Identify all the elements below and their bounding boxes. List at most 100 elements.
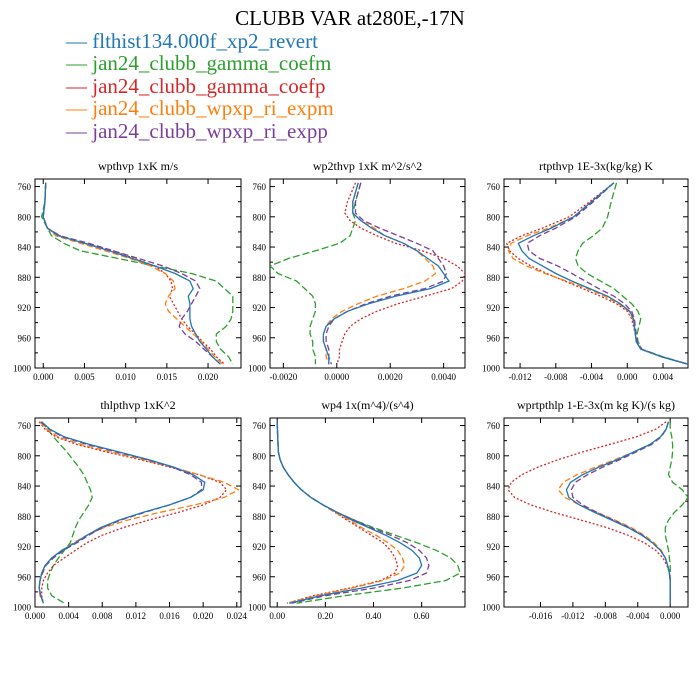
y-tick-label: 1000 xyxy=(13,364,32,374)
series-line-5 xyxy=(325,182,447,365)
series-line-3 xyxy=(38,421,228,604)
x-tick-label: -0.016 xyxy=(529,611,553,621)
series-line-2 xyxy=(574,182,688,365)
y-tick-label: 1000 xyxy=(248,603,267,613)
series-line-4 xyxy=(42,182,224,365)
y-tick-label: 1000 xyxy=(248,364,267,374)
x-tick-label: 0.020 xyxy=(198,372,219,382)
x-tick-label: 0.000 xyxy=(617,372,638,382)
panel-frame xyxy=(503,178,689,369)
panel-frame xyxy=(269,417,466,608)
series-line-4 xyxy=(38,421,240,604)
y-tick-label: 800 xyxy=(18,451,32,461)
series-group xyxy=(270,182,465,365)
x-tick-label: 0.0040 xyxy=(431,372,456,382)
y-tick-label: 760 xyxy=(18,421,32,431)
x-tick-label: -0.0020 xyxy=(269,372,297,382)
x-tick-label: 0.024 xyxy=(227,611,248,621)
series-line-1 xyxy=(276,421,423,604)
y-tick-label: 1000 xyxy=(482,603,501,613)
y-tick-label: 920 xyxy=(18,303,32,313)
series-line-1 xyxy=(38,421,206,604)
panel-title: wp4 1x(m^4)/(s^4) xyxy=(321,398,413,412)
series-line-5 xyxy=(276,421,430,604)
series-line-5 xyxy=(42,182,221,365)
series-line-1 xyxy=(322,182,450,365)
y-tick-label: 840 xyxy=(487,482,501,492)
legend-entry: — jan24_clubb_gamma_coefp xyxy=(66,73,326,98)
panel-title: thlpthvp 1xK^2 xyxy=(100,398,175,412)
series-group xyxy=(507,421,688,604)
legend-entry: — jan24_clubb_wpxp_ri_expm xyxy=(66,96,334,121)
x-tick-label: -0.004 xyxy=(580,372,604,382)
panel-3: rtpthvp 1E-3x(kg/kg) K 760 800 840 880 920 960… xyxy=(482,159,689,382)
x-tick-label: -0.004 xyxy=(626,611,650,621)
y-tick-label: 960 xyxy=(487,333,501,343)
x-tick-label: 0.40 xyxy=(366,611,382,621)
y-tick-label: 760 xyxy=(253,421,267,431)
y-tick-label: 800 xyxy=(253,212,267,222)
series-line-3 xyxy=(276,421,399,604)
y-tick-label: 960 xyxy=(253,572,267,582)
y-tick-label: 760 xyxy=(253,182,267,192)
y-tick-label: 880 xyxy=(487,273,501,283)
y-tick-label: 1000 xyxy=(482,364,501,374)
series-group xyxy=(38,421,240,604)
x-tick-label: 0.20 xyxy=(317,611,333,621)
x-tick-label: 0.004 xyxy=(59,611,80,621)
series-line-3 xyxy=(507,421,671,604)
y-tick-label: 800 xyxy=(253,451,267,461)
x-tick-label: 0.000 xyxy=(660,611,681,621)
x-tick-label: 0.60 xyxy=(414,611,430,621)
x-tick-label: 0.005 xyxy=(74,372,95,382)
panel-frame xyxy=(34,417,242,608)
series-line-1 xyxy=(42,182,221,365)
series-line-2 xyxy=(276,421,461,604)
series-group xyxy=(276,421,461,604)
x-tick-label: 0.0020 xyxy=(378,372,403,382)
y-tick-label: 880 xyxy=(487,512,501,522)
series-line-4 xyxy=(322,182,437,365)
series-line-1 xyxy=(565,421,671,604)
y-tick-label: 760 xyxy=(487,421,501,431)
panel-title: wpthvp 1xK m/s xyxy=(98,159,178,173)
series-line-3 xyxy=(506,182,688,365)
x-tick-label: 0.010 xyxy=(116,372,137,382)
y-tick-label: 840 xyxy=(253,482,267,492)
series-line-2 xyxy=(270,182,362,365)
y-tick-label: 880 xyxy=(253,512,267,522)
series-line-4 xyxy=(557,421,671,604)
x-tick-label: 0.016 xyxy=(159,611,180,621)
y-tick-label: 800 xyxy=(18,212,32,222)
panel-title: wp2thvp 1xK m^2/s^2 xyxy=(313,159,422,173)
y-tick-label: 760 xyxy=(18,182,32,192)
y-tick-label: 960 xyxy=(18,333,32,343)
y-tick-label: 920 xyxy=(487,303,501,313)
y-tick-label: 880 xyxy=(18,273,32,283)
y-tick-label: 800 xyxy=(487,451,501,461)
panel-title: rtpthvp 1E-3x(kg/kg) K xyxy=(539,159,653,173)
y-tick-label: 840 xyxy=(18,243,32,253)
panel-frame xyxy=(503,417,689,608)
y-tick-label: 920 xyxy=(18,542,32,552)
y-tick-label: 840 xyxy=(18,482,32,492)
x-tick-label: 0.015 xyxy=(157,372,178,382)
panel-frame xyxy=(34,178,242,369)
series-group xyxy=(506,182,688,365)
figure-title: CLUBB VAR at280E,-17N xyxy=(235,6,465,30)
y-tick-label: 1000 xyxy=(13,603,32,613)
x-tick-label: 0.012 xyxy=(126,611,146,621)
legend: — flthist134.000f_xp2_revert — jan24_club… xyxy=(66,30,426,142)
x-tick-label: 0.000 xyxy=(33,372,54,382)
legend-entry: — flthist134.000f_xp2_revert xyxy=(66,29,318,53)
series-line-4 xyxy=(507,182,688,365)
panel-4: thlpthvp 1xK^276080084088092096010000.00… xyxy=(13,398,247,621)
y-tick-label: 880 xyxy=(18,512,32,522)
series-line-5 xyxy=(570,421,671,604)
y-tick-label: 920 xyxy=(253,303,267,313)
x-tick-label: -0.012 xyxy=(508,372,531,382)
series-line-2 xyxy=(40,182,234,365)
legend-entry: — jan24_clubb_gamma_coefm xyxy=(66,51,332,76)
panel-1: wpthvp 1xK m/s76080084088092096010000.00… xyxy=(13,159,242,382)
